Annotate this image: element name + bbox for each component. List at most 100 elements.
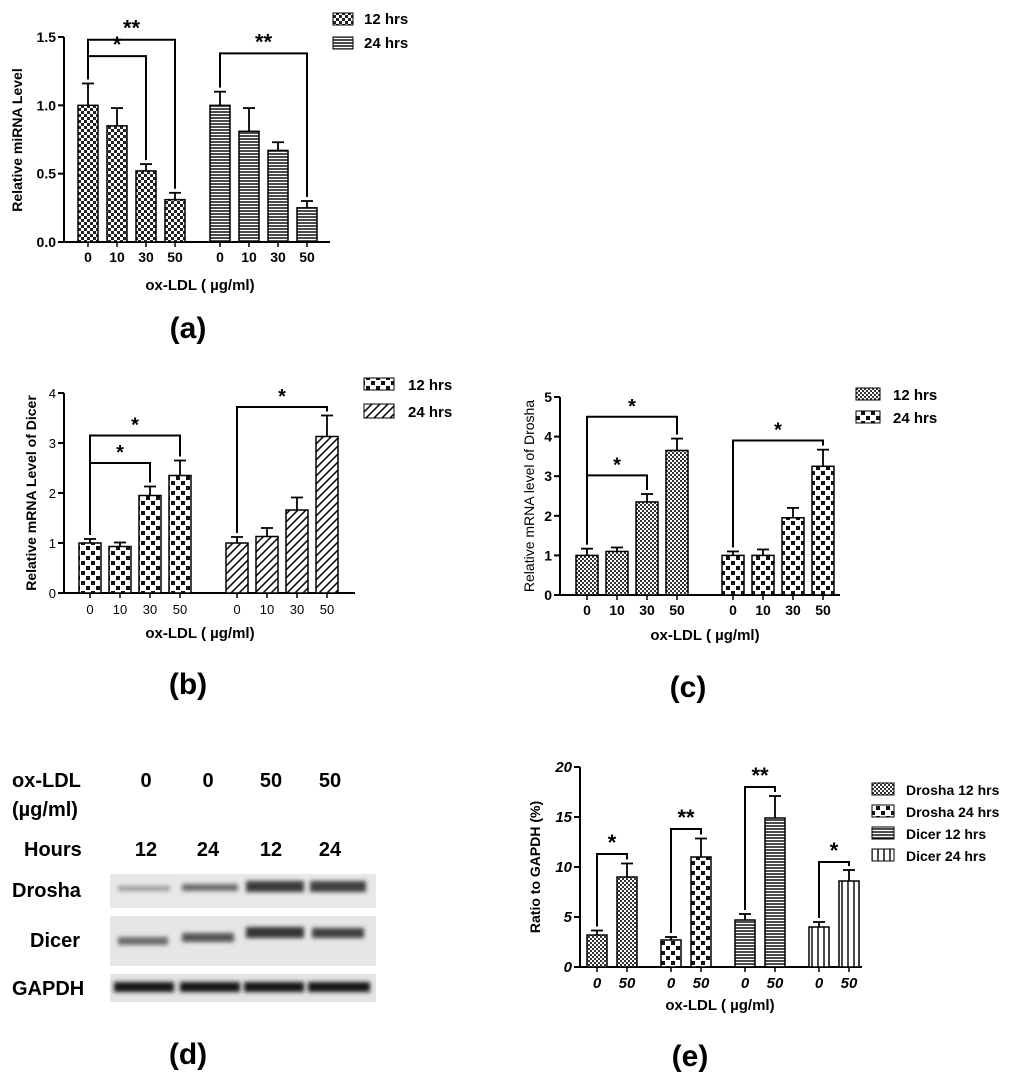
chart-e-errors <box>591 795 855 940</box>
chart-c-yticks: 0 1 2 3 4 5 <box>544 389 560 603</box>
chart-e-legend: Drosha 12 hrs Drosha 24 hrs Dicer 12 hrs… <box>871 782 1000 864</box>
legend-swatch-24hrs <box>855 410 881 424</box>
x-tick-label: 0 <box>216 249 224 265</box>
chart-e-xlabel: ox-LDL ( µg/ml) <box>665 997 774 1014</box>
blot-label-gapdh: GAPDH <box>12 978 84 1000</box>
bar-12-hrs-0 <box>77 104 99 243</box>
significance-label: * <box>608 830 617 855</box>
bar-12-hrs-30 <box>635 501 659 596</box>
chart-c: 0 1 2 3 4 5 0 10 30 50 0 10 30 50 * * * Relative mRNA … <box>521 387 937 704</box>
chart-c-bars <box>575 449 835 596</box>
x-tick-label: 0 <box>729 602 737 618</box>
significance-bracket <box>744 786 776 910</box>
x-tick-label: 30 <box>143 602 157 617</box>
x-tick-label: 30 <box>270 249 286 265</box>
legend-swatch-12hrs <box>332 12 354 26</box>
blot-strip-dicer <box>110 916 376 966</box>
legend-label-24hrs: 24 hrs <box>364 35 408 52</box>
band-drosha-lane-4 <box>310 881 366 892</box>
significance-label: * <box>113 32 122 57</box>
panel-label-e: (e) <box>672 1040 709 1073</box>
blot-hours-label: Hours <box>24 839 82 861</box>
y-tick-label: 4 <box>49 386 56 401</box>
bar-24-hrs-0 <box>209 104 231 243</box>
blot-dose-lane-2: 0 <box>202 770 213 792</box>
x-tick-label: 0 <box>593 975 602 992</box>
significance-bracket <box>818 861 850 918</box>
bar-24-hrs-30 <box>781 517 805 596</box>
legend-label-12hrs: 12 hrs <box>893 387 937 404</box>
x-tick-label: 0 <box>815 975 824 992</box>
legend-label-24hrs: 24 hrs <box>408 404 452 421</box>
bar-12-hrs-30 <box>138 494 162 594</box>
blot-label-dicer: Dicer <box>30 930 80 952</box>
significance-label: * <box>613 454 621 476</box>
legend-label-dicer-24hrs: Dicer 24 hrs <box>906 848 986 864</box>
band-dicer-lane-2 <box>182 933 234 942</box>
chart-b-legend: 12 hrs 24 hrs <box>363 377 452 421</box>
chart-b: 0 1 2 3 4 0 10 30 50 0 10 30 50 * * * Relative mRNA L… <box>23 377 452 701</box>
panel-label-a: (a) <box>170 312 207 345</box>
blot-treatment-unit: (µg/ml) <box>12 799 78 821</box>
legend-swatch-dicer-12hrs <box>871 826 895 840</box>
chart-c-xlabel: ox-LDL ( µg/ml) <box>650 627 759 644</box>
y-tick-label: 1 <box>544 547 552 563</box>
x-tick-label: 0 <box>583 602 591 618</box>
chart-e-sig: ****** <box>596 763 850 933</box>
x-tick-label: 50 <box>167 249 183 265</box>
y-tick-label: 5 <box>564 909 573 926</box>
bar-drosha-12-hrs-0 <box>586 934 608 968</box>
blot-treatment-label: ox-LDL <box>12 770 81 792</box>
band-drosha-lane-1 <box>118 886 170 891</box>
bar-12-hrs-30 <box>135 170 157 243</box>
significance-label: ** <box>123 16 141 41</box>
chart-c-ylabel: Relative mRNA level of Drosha <box>521 400 537 592</box>
bar-dicer-24-hrs-0 <box>808 926 830 968</box>
chart-a-sig: *** ** <box>87 16 308 197</box>
bar-24-hrs-10 <box>751 554 775 596</box>
band-gapdh-lane-1 <box>114 982 174 992</box>
bar-drosha-24-hrs-0 <box>660 939 682 968</box>
significance-label: * <box>774 420 782 442</box>
significance-label: ** <box>677 805 695 830</box>
y-tick-label: 10 <box>555 859 572 876</box>
chart-a-xticks: 0 10 30 50 0 10 30 50 <box>84 242 315 265</box>
x-tick-label: 0 <box>233 602 240 617</box>
blot-hours-lane-2: 24 <box>197 839 220 861</box>
blot-dose-lane-3: 50 <box>260 770 282 792</box>
x-tick-label: 30 <box>639 602 655 618</box>
y-tick-label: 1.0 <box>37 97 57 113</box>
x-tick-label: 50 <box>841 975 858 992</box>
significance-label: ** <box>255 29 273 54</box>
chart-e-xticks: 0 50 0 50 0 50 0 50 <box>593 967 858 992</box>
legend-swatch-24hrs <box>332 36 354 50</box>
chart-c-xticks: 0 10 30 50 0 10 30 50 <box>583 595 831 618</box>
x-tick-label: 0 <box>741 975 750 992</box>
bar-12-hrs-10 <box>605 550 629 596</box>
bar-24-hrs-10 <box>238 130 260 243</box>
blot-hours-lane-1: 12 <box>135 839 157 861</box>
panel-label-c: (c) <box>670 671 707 704</box>
x-tick-label: 30 <box>785 602 801 618</box>
bar-24-hrs-10 <box>255 535 279 594</box>
chart-a-axes <box>63 37 330 243</box>
band-dicer-lane-3 <box>246 927 304 938</box>
significance-bracket <box>89 462 151 535</box>
blot-label-drosha: Drosha <box>12 880 82 902</box>
x-tick-label: 0 <box>86 602 93 617</box>
chart-a-yticks: 0.0 0.5 1.0 1.5 <box>37 29 64 250</box>
chart-a-ylabel: Relative miRNA Level <box>9 68 25 211</box>
legend-swatch-drosha-12hrs <box>871 782 895 796</box>
x-tick-label: 50 <box>173 602 187 617</box>
bar-24-hrs-0 <box>721 554 745 596</box>
y-tick-label: 20 <box>554 759 572 776</box>
chart-b-yticks: 0 1 2 3 4 <box>49 386 64 601</box>
significance-bracket <box>236 406 328 533</box>
significance-bracket <box>586 415 678 545</box>
x-tick-label: 0 <box>667 975 676 992</box>
significance-label: * <box>131 415 139 437</box>
legend-label-drosha-12hrs: Drosha 12 hrs <box>906 782 1000 798</box>
x-tick-label: 10 <box>609 602 625 618</box>
y-tick-label: 2 <box>544 508 552 524</box>
bar-12-hrs-50 <box>164 198 186 243</box>
